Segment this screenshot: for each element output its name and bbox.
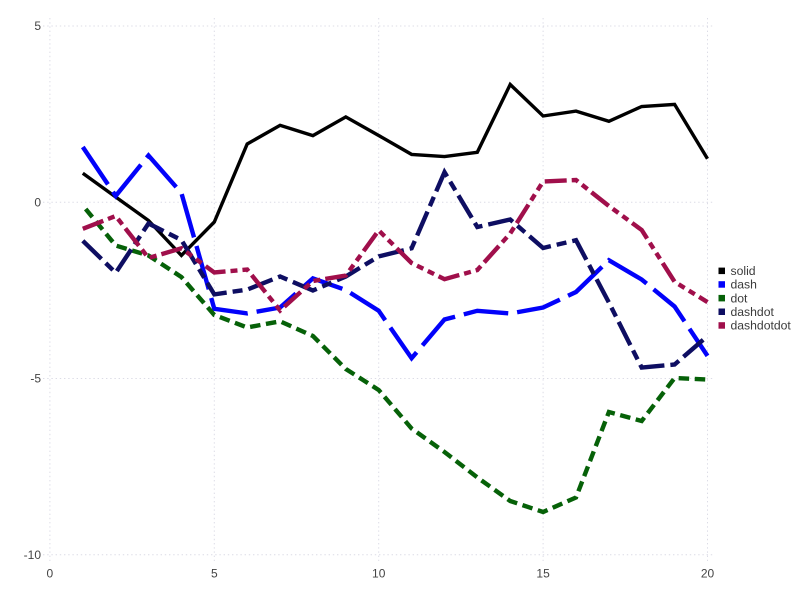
svg-text:10: 10 <box>372 567 386 581</box>
svg-text:5: 5 <box>34 19 41 33</box>
svg-text:dashdotdot: dashdotdot <box>731 319 792 333</box>
svg-text:15: 15 <box>536 567 550 581</box>
svg-text:dash: dash <box>731 278 757 292</box>
svg-text:0: 0 <box>47 567 54 581</box>
svg-text:-10: -10 <box>24 548 42 562</box>
svg-text:dashdot: dashdot <box>731 305 775 319</box>
svg-text:20: 20 <box>701 567 715 581</box>
svg-text:dot: dot <box>731 291 749 305</box>
svg-text:-5: -5 <box>30 372 41 386</box>
svg-text:solid: solid <box>731 264 756 278</box>
svg-text:5: 5 <box>211 567 218 581</box>
svg-text:0: 0 <box>34 195 41 209</box>
